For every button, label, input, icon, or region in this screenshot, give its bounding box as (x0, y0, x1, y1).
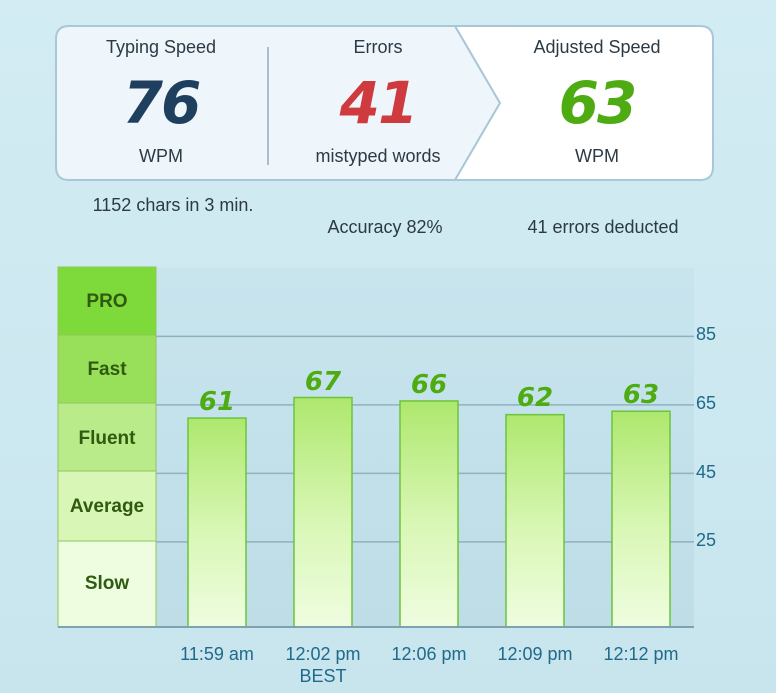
bar-5 (611, 410, 671, 628)
bar-value-label: 62 (516, 383, 554, 413)
typing-speed-label: Typing Speed (105, 37, 217, 57)
errors-stat: Errors 41 mistyped words (268, 25, 488, 181)
x-tick-label: 12:09 pm (497, 644, 573, 664)
level-band-fast (57, 334, 157, 404)
typing-speed-stat: Typing Speed 76 WPM (55, 25, 267, 181)
level-label-fluent: Fluent (78, 428, 136, 449)
level-label-average: Average (69, 496, 145, 517)
bar-value-label: 61 (198, 387, 236, 417)
level-band-fluent (57, 402, 157, 472)
x-tick-label: 12:02 pm (285, 644, 361, 664)
bar-1 (187, 417, 247, 628)
bar-value-label: 66 (410, 370, 448, 400)
level-label-slow: Slow (84, 573, 130, 594)
bar-4 (505, 413, 565, 628)
bar-value-label: 67 (304, 367, 342, 397)
errors-unit: mistyped words (315, 146, 441, 166)
adjusted-speed-unit: WPM (575, 146, 619, 166)
summary-card: Typing Speed 76 WPM Errors 41 mistyped w… (55, 25, 714, 181)
speed-history-chart: PRO Fast Fluent Average Slow 85 65 45 25… (0, 250, 776, 693)
x-tick-label: 12:06 pm (391, 644, 467, 664)
adjusted-speed-stat: Adjusted Speed 63 WPM (500, 25, 694, 181)
adjusted-speed-label: Adjusted Speed (533, 37, 661, 57)
level-band-slow (57, 540, 157, 628)
x-tick-label: 12:12 pm (603, 644, 679, 664)
y-tick-label: 25 (696, 530, 717, 550)
chars-note: 1152 chars in 3 min. (92, 195, 254, 215)
y-tick-label: 45 (696, 462, 717, 482)
bar-value-label: 63 (622, 380, 660, 410)
best-badge: BEST (299, 666, 347, 686)
summary-card-background (55, 25, 714, 181)
typing-speed-unit: WPM (139, 146, 183, 166)
y-tick-label: 65 (696, 393, 717, 413)
errors-value: 41 (339, 69, 419, 137)
errors-deducted-note: 41 errors deducted (527, 217, 679, 237)
typing-speed-value: 76 (122, 69, 202, 137)
accuracy-note: Accuracy 82% (327, 217, 443, 237)
bar-3 (399, 400, 459, 628)
chart-canvas (57, 266, 694, 628)
x-tick-label: 11:59 am (180, 644, 254, 664)
level-band-average (57, 470, 157, 542)
adjusted-speed-value: 63 (558, 69, 638, 137)
bar-2 (293, 396, 353, 628)
errors-label: Errors (353, 37, 403, 57)
level-label-fast: Fast (87, 359, 127, 380)
level-label-pro: PRO (86, 291, 128, 312)
y-tick-label: 85 (696, 324, 717, 344)
